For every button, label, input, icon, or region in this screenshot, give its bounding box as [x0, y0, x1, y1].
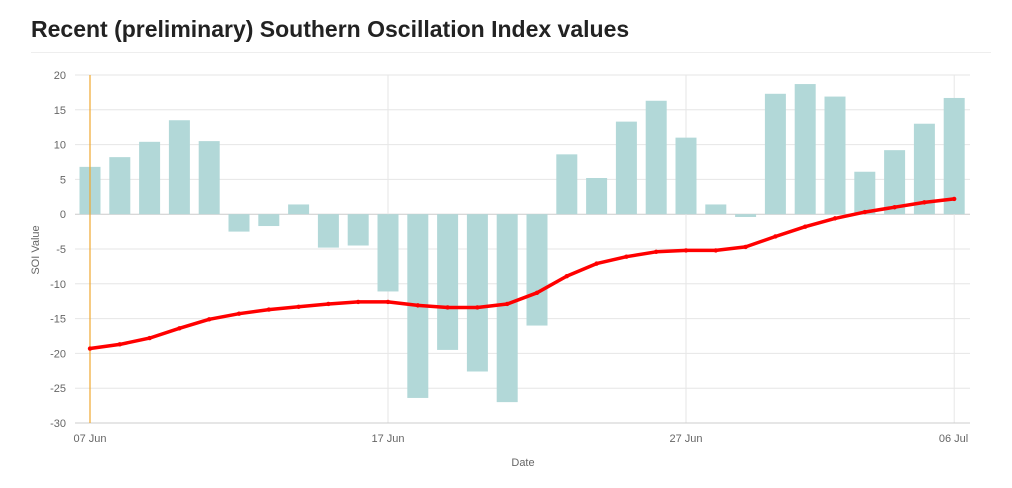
trend-point: [147, 335, 152, 341]
soi-bar: [377, 214, 399, 292]
soi-bar: [824, 96, 846, 215]
trend-point: [922, 200, 927, 205]
trend-point: [654, 249, 659, 254]
soi-bar: [556, 154, 578, 215]
trend-point: [832, 216, 838, 221]
x-axis-title: Date: [511, 457, 534, 469]
trend-point: [713, 248, 718, 253]
soi-bar: [884, 150, 906, 215]
x-tick-label: 27 Jun: [669, 433, 702, 445]
soi-bar: [466, 214, 488, 372]
trend-point: [952, 196, 957, 202]
soi-bar: [109, 157, 131, 215]
soi-bar: [317, 214, 339, 248]
trend-point: [236, 311, 242, 316]
trend-point: [266, 307, 271, 312]
y-tick-label: -30: [50, 418, 66, 430]
soi-bar: [615, 121, 637, 215]
y-axis-ticks: 20 15 10 5 0 -5 -10 -15 -20 -25 -30: [50, 70, 66, 430]
soi-bar: [139, 141, 161, 215]
title-divider: [31, 52, 991, 53]
y-tick-label: 15: [54, 105, 66, 117]
trend-point: [683, 248, 689, 253]
trend-point: [177, 326, 182, 331]
trend-point: [326, 301, 331, 307]
y-tick-label: -20: [50, 348, 66, 360]
soi-bar: [913, 123, 935, 215]
trend-point: [594, 261, 599, 266]
trend-point: [385, 299, 391, 305]
trend-point: [445, 305, 450, 310]
trend-line-path: [88, 197, 956, 351]
trend-point: [87, 346, 93, 351]
trend-point: [803, 224, 808, 229]
y-tick-label: -10: [50, 279, 66, 291]
x-tick-label: 17 Jun: [371, 433, 404, 445]
soi-bars: [79, 84, 965, 403]
soi-bar: [675, 137, 697, 215]
x-axis-ticks: 07 Jun 17 Jun 27 Jun 06 Jul: [73, 433, 968, 445]
soi-bar: [526, 214, 548, 326]
chart-title: Recent (preliminary) Southern Oscillatio…: [31, 16, 630, 42]
y-tick-label: 0: [60, 209, 66, 221]
x-tick-label: 06 Jul: [939, 433, 968, 445]
trend-point: [773, 234, 778, 239]
y-tick-label: 10: [54, 140, 66, 152]
soi-bar: [705, 204, 727, 215]
trend-point: [505, 301, 510, 307]
trend-point: [862, 209, 867, 215]
soi-bar: [496, 214, 518, 403]
y-tick-label: 5: [60, 174, 66, 186]
soi-bar: [198, 141, 220, 215]
x-tick-label: 07 Jun: [73, 433, 106, 445]
trend-point: [296, 304, 301, 309]
y-tick-label: -15: [50, 314, 66, 326]
soi-bar: [645, 100, 667, 215]
y-tick-label: -25: [50, 383, 66, 395]
y-tick-label: -5: [56, 244, 66, 256]
trend-point: [356, 299, 361, 305]
trend-point: [207, 317, 212, 322]
soi-bar: [437, 214, 459, 350]
soi-bar: [943, 97, 965, 215]
soi-bar: [586, 178, 608, 215]
soi-bar: [347, 214, 369, 246]
soi-trend-line: [87, 196, 957, 351]
soi-bar: [288, 204, 310, 215]
trend-point: [743, 244, 748, 250]
trend-point: [534, 290, 540, 296]
trend-point: [892, 205, 897, 210]
soi-bar: [764, 93, 786, 215]
soi-bar: [854, 171, 876, 215]
soi-bar: [735, 214, 757, 217]
soi-bar: [168, 120, 190, 215]
trend-point: [117, 342, 123, 347]
trend-point: [415, 303, 420, 308]
trend-point: [475, 305, 480, 310]
soi-bar: [258, 214, 280, 227]
y-tick-label: 20: [54, 70, 66, 82]
trend-point: [624, 254, 629, 259]
trend-point: [564, 273, 569, 279]
soi-bar: [794, 84, 816, 215]
y-axis-title: SOI Value: [30, 225, 42, 274]
soi-bar: [228, 214, 250, 232]
